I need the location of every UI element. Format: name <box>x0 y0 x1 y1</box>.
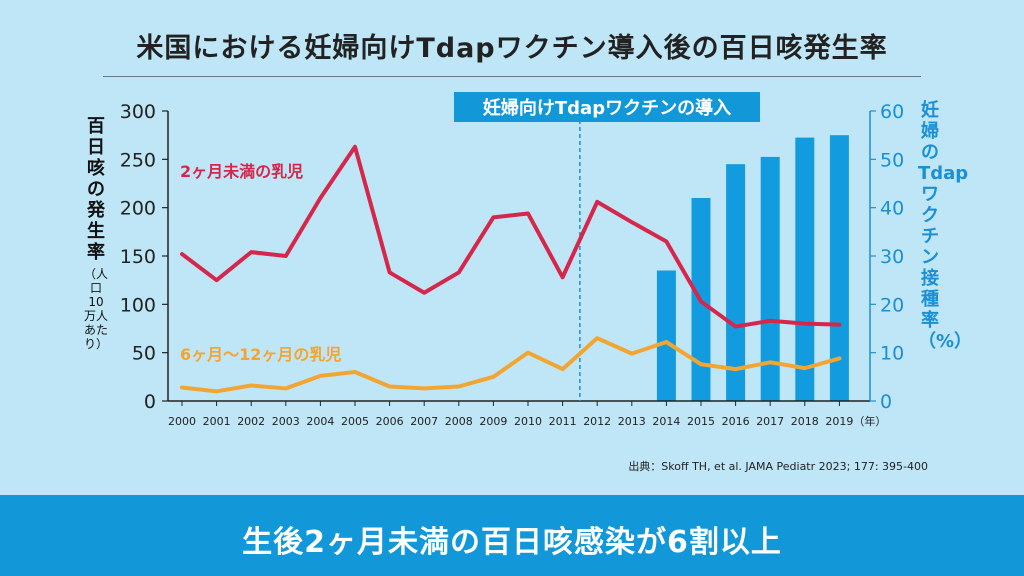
y-right-tick-40: 40 <box>880 198 904 220</box>
series-line-0 <box>180 144 842 329</box>
footer-banner <box>0 495 1024 576</box>
y-right-tick-60: 60 <box>880 101 904 123</box>
x-tick-2017: 2017 <box>756 415 784 428</box>
y-axis-left-title: 百日咳の発生率 （人口10万人あたり） <box>84 116 108 351</box>
series-label-6-12mo: 6ヶ月〜12ヶ月の乳児 <box>180 345 341 364</box>
bar-2017 <box>760 156 780 401</box>
x-axis-unit: （年） <box>853 414 886 428</box>
annotation-label: 妊婦向けTdapワクチンの導入 <box>483 97 731 119</box>
y-left-tick-150: 150 <box>120 246 156 268</box>
y-left-tick-300: 300 <box>120 101 156 123</box>
x-tick-2008: 2008 <box>445 415 473 428</box>
title-divider <box>103 76 921 77</box>
x-tick-2004: 2004 <box>306 415 334 428</box>
bar-2016 <box>726 164 746 401</box>
y-left-tick-0: 0 <box>144 391 156 413</box>
x-tick-2009: 2009 <box>479 415 507 428</box>
y-right-tick-10: 10 <box>880 343 904 365</box>
bar-2019 <box>829 135 849 401</box>
x-tick-2006: 2006 <box>376 415 404 428</box>
x-tick-2001: 2001 <box>203 415 231 428</box>
y-right-tick-0: 0 <box>880 391 892 413</box>
y-axis-left-label: 百日咳の発生率 <box>87 116 105 263</box>
x-tick-2011: 2011 <box>549 415 577 428</box>
bar-2014 <box>656 270 676 401</box>
annotation-box <box>454 92 760 122</box>
x-tick-2015: 2015 <box>687 415 715 428</box>
y-left-tick-250: 250 <box>120 149 156 171</box>
source-citation: 出典：Skoff TH, et al. JAMA Pediatr 2023; 1… <box>628 460 928 473</box>
banner-text: 生後2ヶ月未満の百日咳感染が6割以上 <box>242 525 782 560</box>
x-tick-2010: 2010 <box>514 415 542 428</box>
y-right-tick-50: 50 <box>880 149 904 171</box>
y-right-tick-30: 30 <box>880 246 904 268</box>
x-tick-2007: 2007 <box>410 415 438 428</box>
y-left-tick-100: 100 <box>120 294 156 316</box>
x-tick-2019: 2019 <box>825 415 853 428</box>
y-left-tick-200: 200 <box>120 198 156 220</box>
x-tick-2012: 2012 <box>583 415 611 428</box>
x-tick-2005: 2005 <box>341 415 369 428</box>
y-axis-left-unit: （人口10万人あたり） <box>84 267 109 351</box>
x-tick-2000: 2000 <box>168 415 196 428</box>
y-left-tick-50: 50 <box>132 343 156 365</box>
x-tick-2013: 2013 <box>618 415 646 428</box>
x-tick-2018: 2018 <box>791 415 819 428</box>
x-tick-2014: 2014 <box>652 415 680 428</box>
y-right-tick-20: 20 <box>880 294 904 316</box>
series-line-1 <box>180 336 842 394</box>
bar-2018 <box>795 137 815 402</box>
x-tick-2002: 2002 <box>237 415 265 428</box>
x-tick-2016: 2016 <box>722 415 750 428</box>
series-label-under-2mo: 2ヶ月未満の乳児 <box>180 162 303 181</box>
x-tick-2003: 2003 <box>272 415 300 428</box>
chart-title: 米国における妊婦向けTdapワクチン導入後の百日咳発生率 <box>136 33 888 64</box>
